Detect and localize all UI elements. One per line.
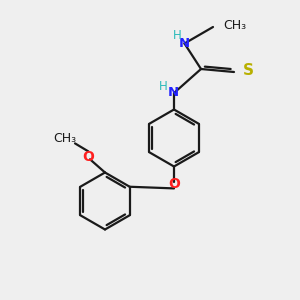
Text: S: S bbox=[242, 63, 253, 78]
Text: H: H bbox=[159, 80, 168, 93]
Text: O: O bbox=[168, 178, 180, 191]
Text: O: O bbox=[82, 150, 94, 164]
Text: N: N bbox=[179, 37, 190, 50]
Text: CH₃: CH₃ bbox=[224, 19, 247, 32]
Text: N: N bbox=[168, 86, 179, 100]
Text: H: H bbox=[172, 28, 182, 42]
Text: CH₃: CH₃ bbox=[53, 131, 76, 145]
